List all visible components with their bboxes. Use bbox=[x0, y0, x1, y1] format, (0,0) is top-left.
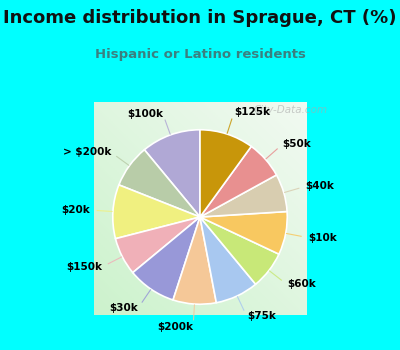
Wedge shape bbox=[119, 150, 200, 217]
Text: > $200k: > $200k bbox=[63, 147, 111, 158]
Text: City-Data.com: City-Data.com bbox=[254, 105, 328, 115]
Text: $50k: $50k bbox=[282, 139, 311, 149]
Text: $100k: $100k bbox=[127, 108, 163, 119]
Text: $60k: $60k bbox=[287, 279, 316, 289]
Wedge shape bbox=[173, 217, 216, 304]
Wedge shape bbox=[200, 130, 251, 217]
Wedge shape bbox=[144, 130, 200, 217]
Text: $125k: $125k bbox=[234, 107, 270, 118]
Text: $200k: $200k bbox=[157, 322, 193, 332]
Wedge shape bbox=[200, 146, 276, 217]
Text: $40k: $40k bbox=[306, 181, 334, 191]
Text: $30k: $30k bbox=[110, 303, 138, 313]
Wedge shape bbox=[113, 185, 200, 239]
Text: Hispanic or Latino residents: Hispanic or Latino residents bbox=[94, 48, 306, 61]
Wedge shape bbox=[116, 217, 200, 273]
Text: $150k: $150k bbox=[66, 262, 102, 272]
Wedge shape bbox=[200, 217, 279, 284]
Wedge shape bbox=[200, 175, 287, 217]
Wedge shape bbox=[133, 217, 200, 300]
Text: $75k: $75k bbox=[247, 312, 276, 321]
Wedge shape bbox=[200, 217, 256, 303]
Text: Income distribution in Sprague, CT (%): Income distribution in Sprague, CT (%) bbox=[3, 9, 397, 27]
Text: $10k: $10k bbox=[308, 233, 337, 243]
Text: $20k: $20k bbox=[62, 205, 90, 215]
Wedge shape bbox=[200, 211, 287, 254]
